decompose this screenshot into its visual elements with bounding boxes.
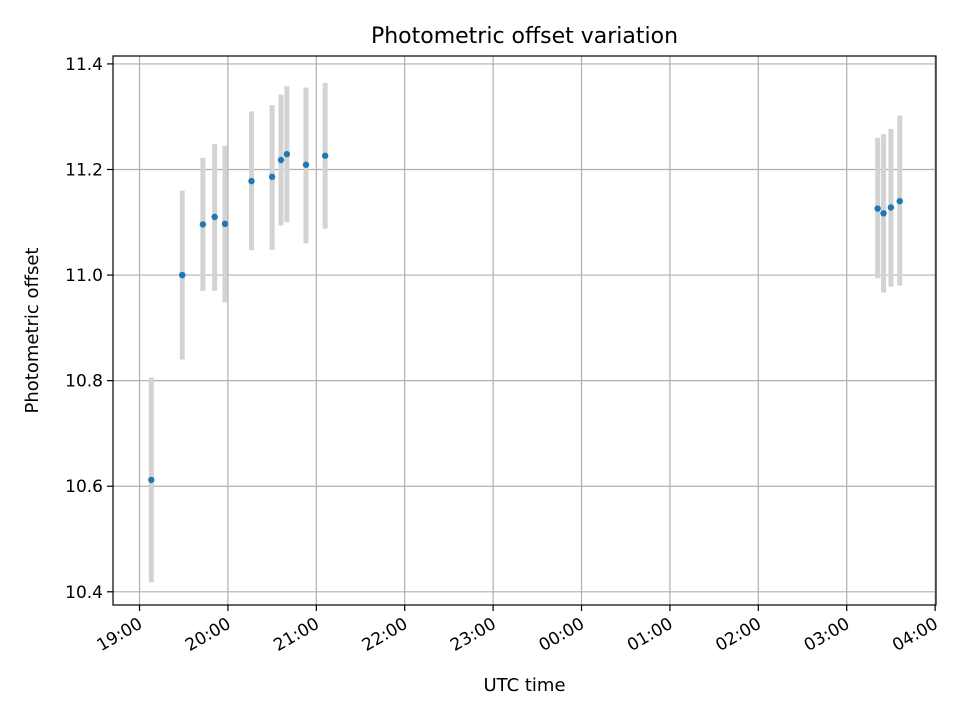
- data-point: [277, 156, 285, 164]
- x-axis-label: UTC time: [483, 675, 565, 696]
- y-tick-label: 10.8: [65, 372, 103, 392]
- y-tick-label: 10.6: [65, 477, 103, 497]
- grid: [113, 56, 936, 605]
- data-point: [887, 204, 895, 211]
- data-point: [896, 197, 903, 205]
- data-point: [179, 271, 186, 279]
- y-tick-label: 11.4: [65, 55, 103, 75]
- data-point: [248, 177, 255, 185]
- data-point: [874, 205, 881, 212]
- y-axis-label: Photometric offset: [22, 248, 43, 414]
- plot-area: [113, 56, 936, 605]
- data-points: [148, 150, 903, 484]
- y-tick-label: 11.2: [65, 160, 103, 180]
- data-point: [148, 476, 155, 484]
- data-point: [211, 213, 218, 221]
- data-point: [268, 173, 276, 181]
- data-point: [283, 150, 291, 158]
- y-tick-label: 11.0: [65, 266, 103, 286]
- data-point: [321, 152, 329, 159]
- y-tick-label: 10.4: [65, 583, 103, 603]
- chart-title: Photometric offset variation: [371, 24, 678, 49]
- plot-frame: [112, 55, 937, 606]
- data-point: [199, 221, 207, 228]
- data-point: [302, 161, 310, 168]
- data-point: [221, 220, 229, 228]
- y-axis-ticks: 10.4 10.6 10.8 11.0 11.2 11.4: [65, 55, 113, 603]
- data-point: [880, 210, 887, 217]
